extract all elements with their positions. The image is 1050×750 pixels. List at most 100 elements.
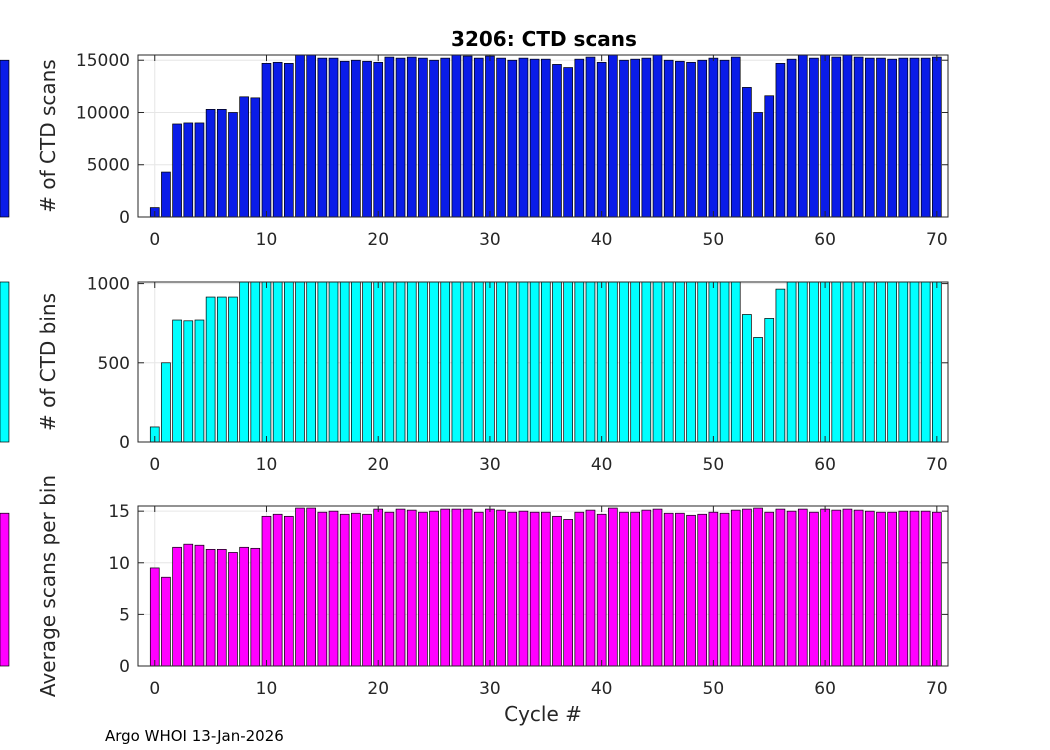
bar: [630, 511, 640, 667]
bar: [864, 57, 875, 218]
bar: [518, 57, 529, 218]
bar: [518, 510, 529, 667]
y-tick-label: 500: [98, 354, 130, 374]
bar: [809, 511, 819, 667]
bar: [261, 515, 272, 667]
chart-panel-2: 0 10 20 30 40 50 60 70 0 500 1000 # of CTD bins: [0, 275, 949, 475]
bar: [540, 281, 551, 443]
bar: [418, 511, 428, 667]
bar: [887, 511, 897, 667]
bar: [675, 60, 685, 218]
bar: [485, 508, 495, 667]
bar: [887, 58, 897, 218]
bar: [362, 60, 372, 218]
bar: [496, 57, 506, 218]
bar: [328, 510, 339, 667]
bar: [250, 281, 261, 443]
bar: [719, 281, 730, 443]
bar: [284, 515, 294, 667]
bar: [183, 320, 194, 443]
bar: [161, 171, 171, 218]
bar: [507, 281, 518, 443]
bar: [328, 281, 339, 443]
axes-box: [137, 54, 949, 218]
bar: [351, 281, 361, 443]
bar: [596, 281, 607, 443]
bar: [898, 57, 909, 218]
bar: [864, 510, 875, 667]
bar: [876, 281, 886, 443]
bar: [384, 511, 395, 667]
bar: [742, 87, 752, 218]
y-tick-label: 15: [108, 502, 130, 522]
bar: [239, 546, 249, 667]
bar: [697, 281, 708, 443]
bar: [284, 63, 294, 218]
bar: [440, 57, 451, 218]
bar: [786, 281, 797, 443]
bar: [708, 281, 719, 443]
x-tick-label: 70: [926, 679, 948, 699]
bar: [920, 281, 931, 443]
bar: [920, 57, 931, 218]
y-tick-label: 1000: [87, 275, 130, 295]
x-tick-label: 10: [256, 679, 278, 699]
bar: [909, 57, 920, 218]
bar: [0, 59, 10, 218]
bar: [194, 122, 205, 218]
bar: [920, 510, 931, 667]
x-tick-label: 60: [814, 455, 836, 475]
bar: [473, 57, 484, 218]
bar: [563, 67, 573, 218]
bar: [406, 509, 417, 667]
x-tick-label: 40: [591, 230, 613, 250]
bar: [362, 281, 372, 443]
bar: [507, 59, 518, 218]
x-tick-label: 0: [149, 455, 160, 475]
bar: [540, 511, 551, 667]
x-tick-label: 0: [149, 230, 160, 250]
bar: [250, 97, 261, 218]
bar: [641, 57, 652, 218]
bar: [317, 511, 328, 667]
x-tick-label: 40: [591, 679, 613, 699]
bar: [697, 513, 708, 667]
bar: [395, 281, 406, 443]
bar: [831, 509, 842, 667]
bar: [753, 112, 763, 218]
bar: [552, 515, 562, 667]
bar: [675, 512, 685, 667]
bar: [261, 281, 272, 443]
bar: [898, 281, 909, 443]
bar: [462, 508, 473, 667]
bar: [183, 122, 194, 218]
bar: [228, 552, 238, 667]
bar: [853, 281, 864, 443]
x-tick-label: 70: [926, 230, 948, 250]
footer-credit: Argo WHOI 13-Jan-2026: [105, 727, 284, 745]
bar: [216, 108, 227, 218]
bar: [797, 508, 808, 667]
bar: [306, 507, 316, 667]
bar: [697, 59, 708, 218]
bar: [429, 281, 439, 443]
bar: [608, 54, 618, 218]
bar: [205, 548, 216, 667]
y-tick-label: 0: [119, 433, 130, 453]
y-tick-label: 5: [119, 605, 130, 625]
bar: [272, 281, 283, 443]
bar: [485, 55, 495, 218]
bar: [0, 281, 10, 443]
bar: [742, 508, 752, 667]
bar: [809, 281, 819, 443]
bar: [775, 508, 786, 667]
bar: [473, 281, 484, 443]
bar: [462, 55, 473, 218]
bar: [686, 281, 696, 443]
bar: [228, 112, 238, 218]
x-axis-label: Cycle #: [504, 702, 582, 726]
bar: [250, 547, 261, 667]
bar: [552, 64, 562, 218]
bar: [373, 61, 384, 218]
